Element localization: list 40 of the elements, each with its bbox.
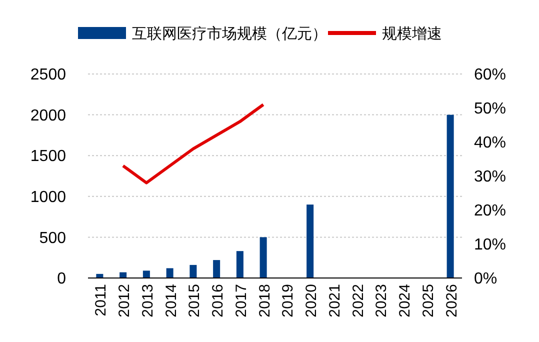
bar <box>236 251 244 278</box>
legend-label: 互联网医疗市场规模（亿元） <box>132 25 327 42</box>
y-tick-label: 0 <box>57 270 66 288</box>
x-tick-label: 2020 <box>303 284 320 318</box>
x-tick-label: 2026 <box>443 284 460 318</box>
y-tick-label: 1000 <box>30 189 66 206</box>
x-tick-label: 2018 <box>256 284 274 318</box>
bar <box>213 260 220 278</box>
bar <box>446 114 454 278</box>
y-tick-label: 2000 <box>30 107 66 124</box>
x-tick-label: 2014 <box>162 284 180 318</box>
y-tick-label: 500 <box>39 230 66 247</box>
bar <box>142 270 150 278</box>
x-tick-label: 2021 <box>326 284 344 318</box>
y2-tick-label: 50% <box>474 100 506 118</box>
y2-tick-label: 20% <box>474 202 506 220</box>
line-series <box>122 103 265 184</box>
x-tick-label: 2023 <box>373 284 390 318</box>
bar <box>260 237 267 278</box>
y-tick-label: 1500 <box>30 148 66 166</box>
legend-label: 规模增速 <box>382 25 442 42</box>
x-tick-label: 2019 <box>280 284 297 318</box>
x-tick-label: 2012 <box>116 284 134 318</box>
y2-tick-label: 10% <box>474 236 506 254</box>
x-tick-label: 2011 <box>92 284 110 316</box>
y2-tick-label: 40% <box>474 134 506 152</box>
y-tick-label: 2500 <box>30 66 66 84</box>
x-tick-label: 2022 <box>350 284 367 318</box>
x-tick-label: 2016 <box>210 284 227 318</box>
x-tick-label: 2017 <box>232 284 250 318</box>
bar <box>166 268 174 278</box>
y2-tick-label: 0% <box>474 270 498 288</box>
x-tick-label: 2015 <box>186 284 204 318</box>
y2-tick-label: 60% <box>474 66 506 84</box>
x-tick-label: 2013 <box>139 284 156 318</box>
bar <box>190 264 197 278</box>
x-tick-label: 2024 <box>396 284 414 318</box>
y2-tick-label: 30% <box>474 168 506 186</box>
bar <box>306 204 314 278</box>
x-tick-label: 2025 <box>420 284 437 318</box>
